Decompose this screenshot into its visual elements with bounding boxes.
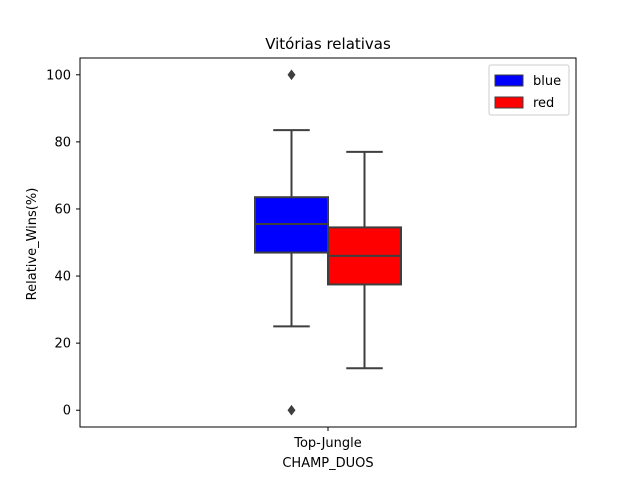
box-blue [254,69,329,416]
x-axis-label: CHAMP_DUOS [282,456,373,471]
legend: blue red [488,64,570,116]
y-axis-label: Relative_Wins(%) [25,188,40,301]
legend-swatch-blue [494,74,524,87]
plot-area [254,69,402,416]
legend-label-blue: blue [533,74,561,89]
chart-title: Vitórias relativas [265,35,391,53]
y-tick-label: 100 [46,68,71,83]
outlier-marker [287,404,296,416]
outlier-marker [287,69,296,81]
y-tick-label: 20 [54,337,71,352]
legend-swatch-red [494,96,524,109]
y-tick-label: 0 [63,404,71,419]
y-tick-label: 60 [54,202,71,217]
axes: 0 20 40 60 80 100 Top-Jungle [46,57,577,451]
y-tick-label: 80 [54,135,71,150]
x-tick-label: Top-Jungle [293,436,362,451]
box-red [327,150,402,370]
y-tick-label: 40 [54,270,71,285]
legend-label-red: red [533,96,554,111]
